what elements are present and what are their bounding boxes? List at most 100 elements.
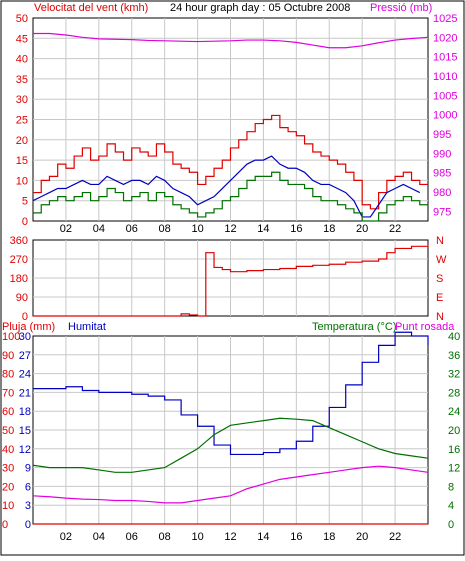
wind-tick-label: 50 (16, 13, 28, 25)
wind-x-tick-label: 14 (257, 223, 269, 235)
wind-tick-label: 30 (16, 94, 28, 106)
temp-x-tick-label: 14 (257, 531, 269, 543)
wind-speed-title: Velocitat del vent (kmh) (34, 2, 148, 14)
temp-x-tick-label: 12 (224, 531, 236, 543)
pressure-tick-label: 980 (433, 187, 451, 199)
temperature-tick-label: 32 (448, 369, 460, 381)
rain-tick-label: 90 (2, 350, 14, 362)
rain-tick-label: 80 (2, 369, 14, 381)
temp-x-tick-label: 08 (159, 531, 171, 543)
direction-tick-label: 90 (16, 292, 28, 304)
rain-tick-label: 60 (2, 406, 14, 418)
temperature-tick-label: 4 (448, 500, 454, 512)
rain-tick-label: 100 (2, 331, 20, 343)
humidity-tick-label: 27 (19, 350, 31, 362)
pressure-tick-label: 1015 (433, 52, 457, 64)
direction-tick-label: 270 (10, 254, 28, 266)
compass-tick-label: E (436, 292, 443, 304)
pressure-tick-label: 1005 (433, 90, 457, 102)
compass-tick-label: S (436, 273, 443, 285)
rain-tick-label: 50 (2, 425, 14, 437)
temp-x-tick-label: 06 (126, 531, 138, 543)
compass-tick-label: N (436, 311, 444, 323)
humidity-title: Humitat (68, 321, 106, 333)
rain-tick-label: 10 (2, 500, 14, 512)
rain-tick-label: 40 (2, 444, 14, 456)
pressure-tick-label: 995 (433, 129, 451, 141)
pressure-tick-label: 1025 (433, 13, 457, 25)
pressure-tick-label: 1010 (433, 71, 457, 83)
humidity-tick-label: 30 (19, 331, 31, 343)
direction-tick-label: 180 (10, 273, 28, 285)
temp-x-tick-label: 02 (60, 531, 72, 543)
pressure-title: Pressió (mb) (370, 2, 432, 14)
humidity-tick-label: 6 (25, 481, 31, 493)
pressure-tick-label: 990 (433, 148, 451, 160)
humidity-tick-label: 15 (19, 425, 31, 437)
wind-tick-label: 45 (16, 33, 28, 45)
wind-tick-label: 40 (16, 54, 28, 66)
wind-tick-label: 10 (16, 175, 28, 187)
temperature-tick-label: 40 (448, 331, 460, 343)
temp-x-tick-label: 18 (323, 531, 335, 543)
pressure-tick-label: 975 (433, 206, 451, 218)
rain-tick-label: 20 (2, 481, 14, 493)
wind-x-tick-label: 02 (60, 223, 72, 235)
wind-x-tick-label: 04 (93, 223, 105, 235)
wind-x-tick-label: 20 (356, 223, 368, 235)
wind-x-tick-label: 10 (191, 223, 203, 235)
pressure-tick-label: 985 (433, 168, 451, 180)
humidity-tick-label: 21 (19, 387, 31, 399)
temp-x-tick-label: 10 (191, 531, 203, 543)
temperature-tick-label: 12 (448, 463, 460, 475)
rain-title: Pluja (mm) (2, 321, 55, 333)
direction-series (33, 244, 429, 317)
humidity-tick-label: 9 (25, 463, 31, 475)
wind-series-green (33, 171, 428, 222)
compass-tick-label: W (436, 254, 447, 266)
wind-tick-label: 0 (22, 216, 28, 228)
temperature-tick-label: 8 (448, 481, 454, 493)
wind-x-tick-label: 08 (159, 223, 171, 235)
rain-tick-label: 0 (2, 519, 8, 531)
temperature-series-green (32, 417, 429, 473)
humidity-tick-label: 24 (19, 369, 31, 381)
humidity-tick-label: 0 (25, 519, 31, 531)
temp-x-tick-label: 04 (93, 531, 105, 543)
dewpoint-title: Punt rosada (395, 321, 455, 333)
humidity-tick-label: 12 (19, 444, 31, 456)
temp-x-tick-label: 20 (356, 531, 368, 543)
temperature-tick-label: 24 (448, 406, 460, 418)
temp-x-tick-label: 16 (290, 531, 302, 543)
wind-x-tick-label: 16 (290, 223, 302, 235)
humidity-tick-label: 3 (25, 500, 31, 512)
temperature-tick-label: 20 (448, 425, 460, 437)
wind-tick-label: 5 (22, 196, 28, 208)
rain-tick-label: 30 (2, 463, 14, 475)
temperature-title: Temperatura (°C) (312, 321, 396, 333)
wind-series-blue (32, 155, 421, 218)
temperature-tick-label: 16 (448, 444, 460, 456)
temperature-tick-label: 28 (448, 387, 460, 399)
temperature-tick-label: 36 (448, 350, 460, 362)
temperature-series-blue (33, 331, 429, 456)
direction-tick-label: 0 (22, 311, 28, 323)
direction-tick-label: 360 (10, 235, 28, 247)
wind-x-tick-label: 22 (389, 223, 401, 235)
wind-tick-label: 15 (16, 155, 28, 167)
pressure-tick-label: 1020 (433, 32, 457, 44)
humidity-tick-label: 18 (19, 406, 31, 418)
wind-tick-label: 20 (16, 135, 28, 147)
pressure-tick-label: 1000 (433, 110, 457, 122)
temperature-tick-label: 0 (448, 519, 454, 531)
wind-x-tick-label: 12 (224, 223, 236, 235)
compass-tick-label: N (436, 235, 444, 247)
wind-series-red (33, 114, 428, 210)
wind-x-tick-label: 06 (126, 223, 138, 235)
graph-date-title: 24 hour graph day : 05 Octubre 2008 (170, 2, 350, 14)
wind-series-magenta (33, 32, 429, 49)
wind-x-tick-label: 18 (323, 223, 335, 235)
temp-x-tick-label: 22 (389, 531, 401, 543)
